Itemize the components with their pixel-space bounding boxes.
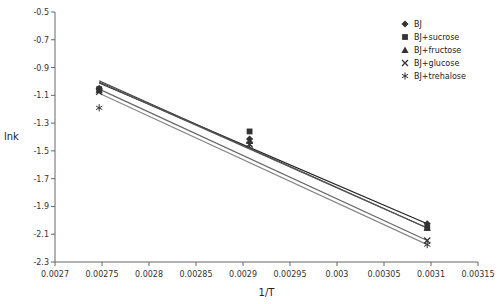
y-tick-label: -0.7 — [33, 36, 49, 45]
point — [424, 224, 431, 230]
legend-marker — [401, 46, 408, 52]
x-tick — [478, 262, 479, 266]
x-tick-label: 0.0027 — [41, 270, 69, 279]
plot-area — [96, 81, 431, 248]
y-tick — [51, 123, 55, 124]
y-tick-label: -1.5 — [33, 147, 49, 156]
chart: 0.0027 0.00275 0.0028 0.00285 0.0029 0.00295 0… — [0, 0, 500, 304]
point — [247, 129, 253, 135]
axes: 0.0027 0.00275 0.0028 0.00285 0.0029 0.00295 0… — [4, 8, 495, 298]
page: {"chart_data": { "type": "scatter", "xla… — [0, 0, 500, 304]
x-tick-label: 0.00275 — [85, 270, 118, 279]
legend-label: BJ — [414, 20, 422, 29]
fit-line — [99, 93, 427, 244]
point — [96, 104, 102, 111]
x-tick-label: 0.00305 — [367, 270, 400, 279]
x-tick-label: 0.0028 — [135, 270, 163, 279]
y-tick-label: -0.9 — [33, 64, 49, 73]
legend-marker — [401, 20, 408, 27]
y-tick-label: -2.3 — [33, 258, 49, 267]
legend-marker — [402, 72, 408, 79]
x-tick-label: 0.0029 — [229, 270, 257, 279]
x-axis-line — [55, 262, 478, 263]
fit-line — [99, 89, 427, 240]
x-tick — [196, 262, 197, 266]
x-tick-label: 0.00295 — [273, 270, 306, 279]
series-points — [96, 89, 430, 244]
legend-marker — [402, 60, 408, 66]
x-tick-label: 0.00315 — [461, 270, 494, 279]
x-tick — [55, 262, 56, 266]
x-tick — [337, 262, 338, 266]
y-tick-label: -2.1 — [33, 230, 49, 239]
x-tick — [243, 262, 244, 266]
legend-label: BJ+glucose — [414, 59, 459, 68]
x-tick — [384, 262, 385, 266]
point — [247, 142, 253, 148]
y-tick-label: -1.1 — [33, 91, 49, 100]
legend: BJ BJ+sucrose BJ+fructose BJ+glucose BJ+treh… — [401, 20, 466, 81]
x-tick — [431, 262, 432, 266]
x-tick-label: 0.0031 — [417, 270, 445, 279]
point — [96, 89, 102, 95]
y-tick — [51, 206, 55, 207]
fit-line — [99, 82, 427, 228]
fit-line — [99, 81, 427, 228]
point — [424, 241, 430, 248]
y-tick — [51, 95, 55, 96]
y-tick — [51, 234, 55, 235]
legend-label: BJ+fructose — [414, 46, 461, 55]
series-points — [96, 87, 431, 231]
point — [424, 225, 430, 231]
y-tick — [51, 150, 55, 151]
x-tick — [290, 262, 291, 266]
point — [246, 141, 252, 148]
y-tick-label: -1.3 — [33, 119, 49, 128]
y-axis-label: lnk — [4, 131, 19, 142]
x-tick-label: 0.003 — [326, 270, 349, 279]
y-tick — [51, 39, 55, 40]
series-points — [96, 104, 430, 248]
y-tick — [51, 262, 55, 263]
x-tick — [149, 262, 150, 266]
series-points — [96, 86, 430, 231]
y-tick — [51, 178, 55, 179]
legend-marker — [402, 34, 408, 40]
y-tick — [51, 12, 55, 13]
x-tick-label: 0.00285 — [179, 270, 212, 279]
x-axis-label: 1/T — [259, 287, 276, 298]
legend-label: BJ+sucrose — [414, 33, 459, 42]
y-tick-label: -1.7 — [33, 175, 49, 184]
series-points — [96, 85, 431, 228]
y-axis-line — [55, 12, 56, 262]
y-tick — [51, 67, 55, 68]
y-tick-label: -0.5 — [33, 8, 49, 17]
legend-label: BJ+trehalose — [414, 72, 466, 81]
y-tick-label: -1.9 — [33, 202, 49, 211]
x-tick — [102, 262, 103, 266]
